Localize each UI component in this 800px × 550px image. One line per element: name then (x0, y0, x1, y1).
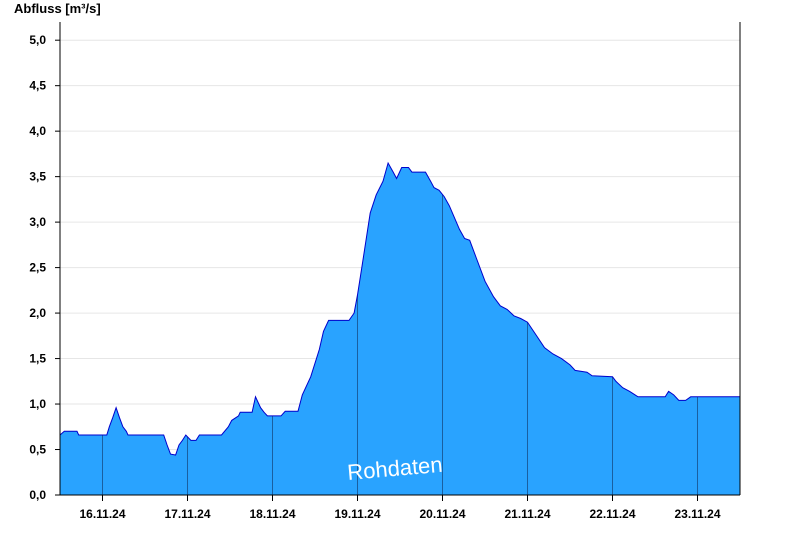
x-tick-label: 22.11.24 (589, 507, 635, 521)
x-tick-label: 16.11.24 (79, 507, 125, 521)
y-tick-label: 0,5 (29, 443, 46, 457)
y-tick-label: 2,0 (29, 306, 46, 320)
y-axis-label: Abfluss [m³/s] (14, 1, 101, 16)
y-tick-label: 4,0 (29, 124, 46, 138)
y-ticks: 0,0 0,5 1,0 1,5 2,0 2,5 3,0 3,5 4,0 4,5 5,0 (29, 33, 60, 502)
x-tick-label: 17.11.24 (164, 507, 210, 521)
y-tick-label: 5,0 (29, 33, 46, 47)
x-tick-label: 21.11.24 (504, 507, 550, 521)
x-tick-label: 18.11.24 (249, 507, 295, 521)
axes (59, 22, 741, 496)
day-dividers (102, 194, 698, 495)
y-tick-label: 3,0 (29, 215, 46, 229)
y-tick-label: 1,0 (29, 397, 46, 411)
x-tick-label: 23.11.24 (674, 507, 720, 521)
x-tick-label: 19.11.24 (334, 507, 380, 521)
y-tick-label: 0,0 (29, 488, 46, 502)
y-tick-label: 4,5 (29, 79, 46, 93)
y-tick-label: 1,5 (29, 352, 46, 366)
y-tick-label: 3,5 (29, 170, 46, 184)
discharge-area (60, 163, 740, 495)
x-ticks: 16.11.24 17.11.24 18.11.24 19.11.24 20.11.24… (79, 495, 721, 521)
x-tick-label: 20.11.24 (419, 507, 465, 521)
y-tick-label: 2,5 (29, 261, 46, 275)
discharge-line (59, 161, 740, 456)
